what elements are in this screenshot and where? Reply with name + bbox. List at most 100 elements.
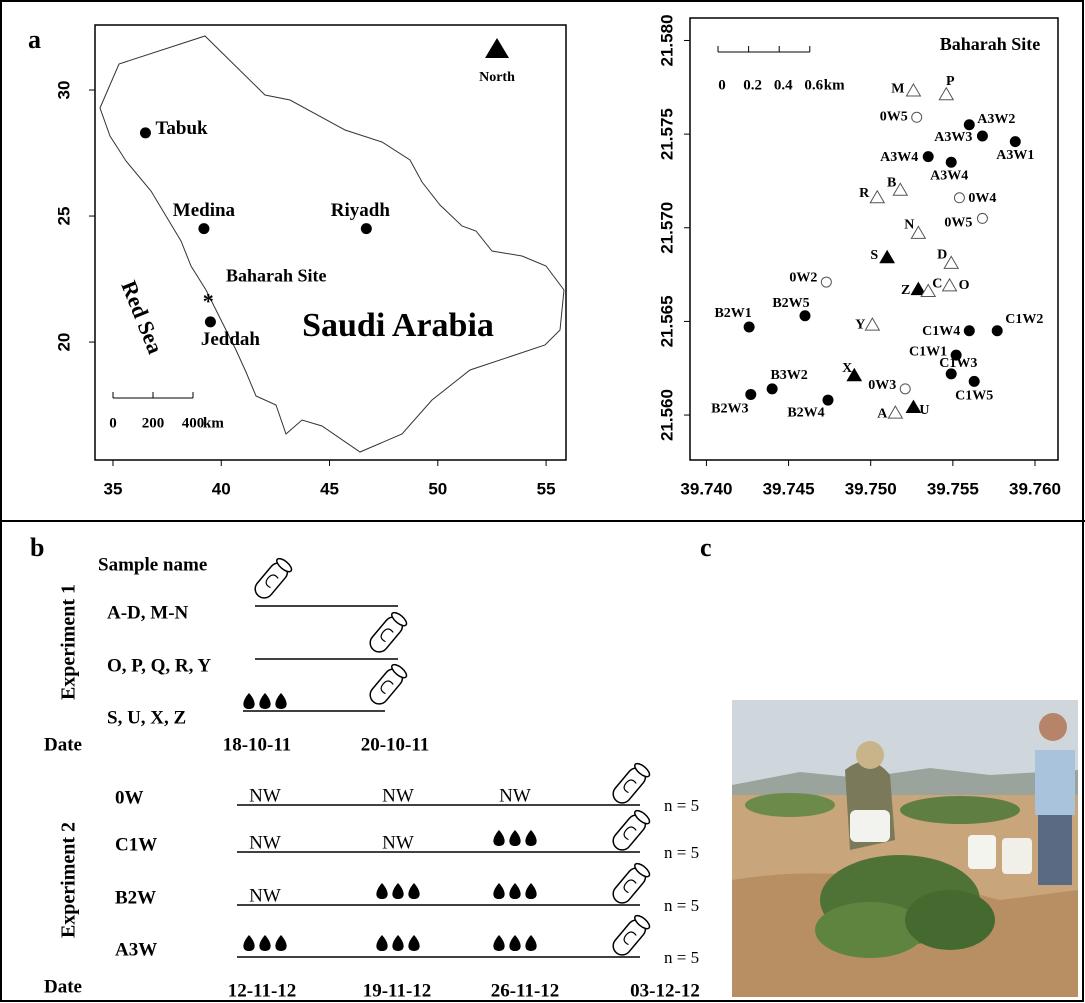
- city-marker: [205, 316, 216, 327]
- sample-tube: [367, 662, 409, 707]
- y-tick-label: 21.565: [657, 295, 676, 347]
- date: 26-11-12: [491, 980, 560, 1001]
- x-tick-label: 39.745: [763, 479, 815, 498]
- scale-unit: km: [203, 415, 224, 431]
- figure: a b c 3540455055202530TabukMedinaRiyadhJ…: [0, 0, 1085, 1003]
- date: 18-10-11: [223, 734, 292, 755]
- sample-count: n = 5: [664, 796, 699, 815]
- country-name: Saudi Arabia: [302, 307, 494, 344]
- water-drop: [525, 935, 536, 951]
- site-label: B3W2: [770, 368, 807, 383]
- site-label: M: [891, 81, 904, 96]
- water-drop: [509, 883, 520, 899]
- water-drop: [408, 883, 419, 899]
- site-label: S: [870, 248, 878, 263]
- x-tick-label: 55: [537, 479, 556, 498]
- x-tick-label: 39.760: [1009, 479, 1061, 498]
- panel-label: b: [30, 533, 44, 562]
- site-marker: [964, 326, 974, 336]
- site-marker: *: [203, 288, 214, 313]
- y-tick-label: 21.560: [657, 389, 676, 441]
- site-label: A3W4: [930, 168, 968, 183]
- site-label: U: [919, 403, 929, 418]
- page: a b c 3540455055202530TabukMedinaRiyadhJ…: [0, 0, 1085, 1003]
- site-label: B2W5: [772, 296, 809, 311]
- site-label: 0W5: [880, 109, 908, 124]
- panel-label: c: [700, 533, 712, 562]
- site-label: Baharah Site: [226, 265, 327, 285]
- site-label: P: [946, 74, 955, 89]
- site-marker: [992, 326, 1002, 336]
- row-label: B2W: [115, 887, 156, 908]
- site-label: 0W5: [944, 216, 972, 231]
- city-label: Medina: [173, 200, 236, 221]
- site-marker: [923, 152, 933, 162]
- treatment-label: NW: [249, 885, 281, 906]
- site-label: C: [932, 277, 942, 292]
- site-label: A3W2: [977, 112, 1015, 127]
- scale-label: 0.6: [804, 77, 823, 93]
- treatment-label: NW: [499, 785, 531, 806]
- site-marker: [906, 84, 920, 96]
- site-label: C1W2: [1005, 312, 1043, 327]
- water-drop: [509, 935, 520, 951]
- sample-count: n = 5: [664, 896, 699, 915]
- site-marker: [767, 384, 777, 394]
- row-label: A3W: [115, 939, 157, 960]
- site-label: D: [937, 248, 947, 263]
- scale-label: 0.4: [774, 77, 793, 93]
- site-label: C1W5: [955, 389, 993, 404]
- site-label: B2W1: [714, 306, 751, 321]
- x-tick-label: 39.740: [680, 479, 732, 498]
- sample-tube: [610, 808, 652, 853]
- date-label: Date: [44, 734, 82, 755]
- x-tick-label: 39.755: [927, 479, 979, 498]
- site-marker: [906, 401, 920, 413]
- site-marker: [900, 384, 910, 394]
- site-marker: [800, 311, 810, 321]
- site-marker: [870, 191, 884, 203]
- site-label: 0W4: [968, 191, 996, 206]
- scale-label: 0: [718, 77, 726, 93]
- water-drop: [243, 935, 254, 951]
- date: 12-11-12: [228, 980, 297, 1001]
- row-label: C1W: [115, 834, 157, 855]
- country-outline: [100, 36, 564, 452]
- water-drop: [259, 935, 270, 951]
- water-drop: [259, 693, 270, 709]
- water-drop: [243, 693, 254, 709]
- x-tick-label: 45: [320, 479, 339, 498]
- sample-tube: [367, 610, 409, 655]
- site-marker: [954, 193, 964, 203]
- column-header: Sample name: [98, 554, 207, 575]
- site-marker: [821, 277, 831, 287]
- row-label: O, P, Q, R, Y: [107, 655, 211, 676]
- y-tick-label: 21.575: [657, 108, 676, 160]
- site-marker: [880, 251, 894, 263]
- sample-tube: [610, 861, 652, 906]
- water-drop: [376, 883, 387, 899]
- x-tick-label: 50: [428, 479, 447, 498]
- water-drop: [392, 935, 403, 951]
- sea-name: Red Sea: [116, 277, 168, 357]
- treatment-label: NW: [249, 785, 281, 806]
- water-drop: [392, 883, 403, 899]
- city-label: Jeddah: [201, 329, 261, 350]
- sample-count: n = 5: [664, 948, 699, 967]
- site-marker: [943, 279, 957, 291]
- water-drop: [525, 883, 536, 899]
- treatment-label: NW: [382, 832, 414, 853]
- site-marker: [823, 395, 833, 405]
- site-label: X: [842, 361, 852, 376]
- x-tick-label: 35: [104, 479, 123, 498]
- site-label: O: [959, 278, 970, 293]
- field-photo: [732, 700, 1078, 997]
- site-label: B2W4: [787, 405, 824, 420]
- y-tick-label: 25: [54, 207, 73, 226]
- site-label: C1W4: [922, 324, 960, 339]
- site-label: A3W1: [996, 148, 1034, 163]
- city-label: Riyadh: [331, 200, 391, 221]
- water-drop: [275, 693, 286, 709]
- water-drop: [493, 830, 504, 846]
- y-tick-label: 21.570: [657, 202, 676, 254]
